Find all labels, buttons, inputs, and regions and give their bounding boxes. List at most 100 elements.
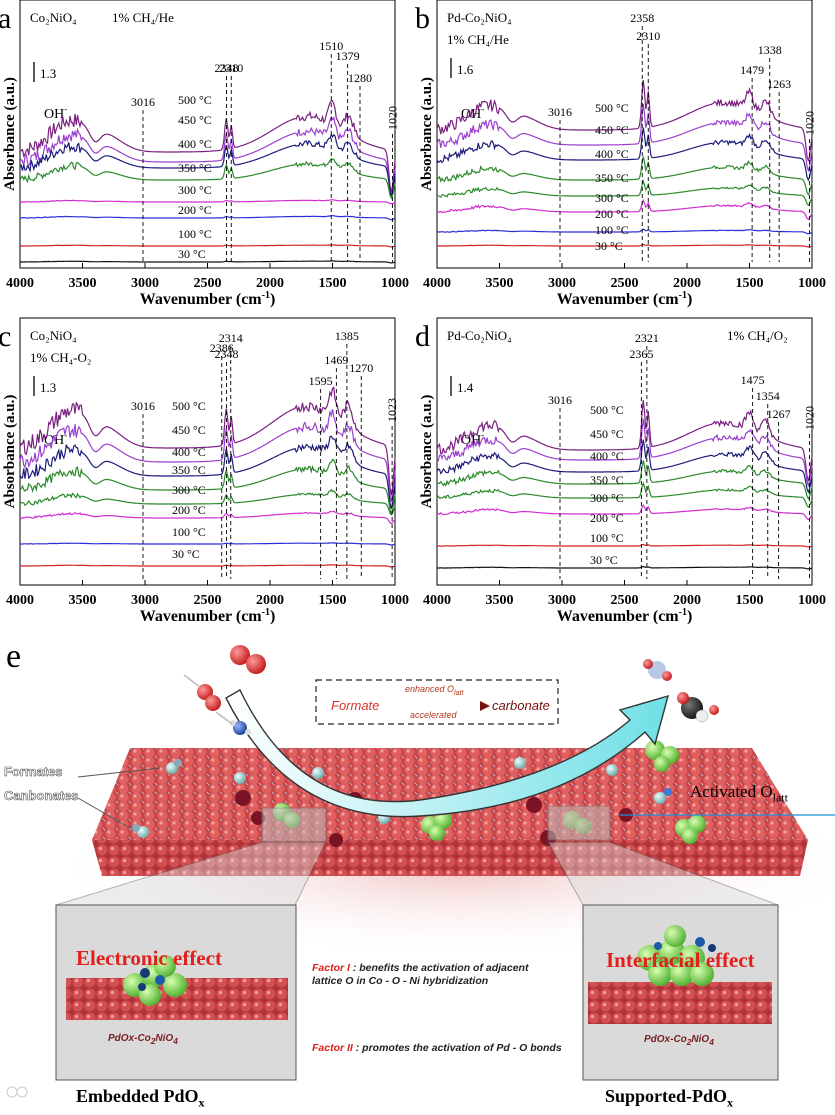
temperature-label: 100 °C [595, 223, 629, 237]
x-tick-label: 3500 [486, 593, 514, 608]
ftir-panel-a: 4000 3500 3000 2500 2000 1500 1000 Wavenumber (… [0, 0, 409, 308]
temperature-label: 200 °C [178, 203, 212, 217]
scheme-illustration [6, 645, 835, 1098]
reaction-arrow [225, 689, 670, 818]
x-axis-label: Wavenumber (cm-1) [557, 607, 693, 625]
spectrum-line [436, 418, 813, 488]
peak-label: 1267 [767, 407, 791, 421]
x-tick-label: 3000 [131, 276, 159, 291]
spectrum-line [436, 481, 813, 509]
carbonates-label: Canbonates [4, 788, 79, 804]
spectrum-line [19, 488, 396, 516]
peak-label: 2321 [635, 331, 659, 345]
scale-bar-label: 1.3 [40, 66, 56, 81]
temperature-label: 30 °C [595, 239, 623, 253]
peak-label: 1595 [309, 374, 333, 388]
temperature-label: 300 °C [178, 183, 212, 197]
spectrum-line [19, 260, 396, 264]
factor-2-text: Factor II : promotes the activation of P… [312, 1042, 562, 1054]
left-highlight-square [261, 807, 327, 843]
spectrum-line [436, 439, 813, 494]
x-tick-label: 2500 [611, 276, 639, 291]
spectrum-line [19, 157, 396, 200]
embedded-pd-cluster [123, 955, 187, 1006]
ftir-figure: 4000 3500 3000 2500 2000 1500 1000 Wavenumber (… [0, 0, 826, 625]
peak-label: 2365 [629, 347, 653, 361]
temperature-label: 100 °C [178, 227, 212, 241]
x-tick-label: 1500 [736, 593, 764, 608]
spectrum-line [436, 400, 813, 482]
temperature-label: 350 °C [172, 463, 206, 477]
temperature-label: 500 °C [178, 93, 212, 107]
x-tick-label: 2500 [194, 276, 222, 291]
sample-label: Pd-Co₂NiO₄ [447, 328, 512, 343]
peak-label: 1020 [386, 106, 400, 130]
panel-letter: d [415, 320, 430, 353]
x-axis-label: Wavenumber (cm-1) [140, 290, 276, 308]
x-tick-label: 1000 [381, 593, 409, 608]
temperature-label: 450 °C [590, 427, 624, 441]
peak-label: 1385 [335, 329, 359, 343]
scale-bar-label: 1.3 [40, 380, 56, 395]
peak-label: 1469 [324, 353, 348, 367]
temperature-label: 30 °C [178, 247, 206, 261]
carbonates-callout-line [77, 797, 131, 829]
temperature-label: 200 °C [590, 511, 624, 525]
peak-label: 3016 [548, 393, 572, 407]
x-tick-label: 4000 [6, 276, 34, 291]
temperature-label: 500 °C [590, 403, 624, 417]
spectrum-line [19, 115, 396, 197]
peak-label: 3016 [131, 95, 155, 109]
atmosphere-label: 1% CH₄/O₂ [727, 328, 788, 343]
atmosphere-label: 1% CH₄-O₂ [30, 350, 91, 365]
o2-molecule-icon [230, 645, 266, 674]
temperature-label: 300 °C [172, 483, 206, 497]
spectrum-line [19, 435, 396, 509]
peak-label: 2386 [210, 341, 234, 355]
spectrum-line [19, 564, 396, 568]
spectrum-line [436, 460, 813, 500]
supported-pd-cluster [637, 925, 716, 986]
x-tick-label: 2500 [194, 593, 222, 608]
sample-label: Co₂NiO₄ [30, 328, 77, 343]
x-tick-label: 2000 [256, 593, 284, 608]
spectrum-line [437, 565, 813, 570]
peak-label: 1280 [348, 71, 372, 85]
spectrum-line [19, 244, 396, 248]
peak-label: 2310 [219, 61, 243, 75]
ftir-panel-c: 4000 3500 3000 2500 2000 1500 1000 Wavenumber (… [0, 317, 409, 625]
temperature-label: 450 °C [172, 423, 206, 437]
temperature-label: 350 °C [595, 171, 629, 185]
panel-letter: b [415, 2, 430, 35]
flow-top-label: enhanced Olatt [405, 684, 464, 697]
peak-label: 1510 [319, 39, 343, 53]
spectrum-line [19, 458, 396, 516]
y-axis-label: Absorbance (a.u.) [2, 395, 18, 509]
x-tick-label: 4000 [423, 276, 451, 291]
spectrum-line [19, 386, 396, 496]
scale-bar-label: 1.6 [457, 62, 474, 77]
right-box-lattice [588, 982, 772, 1024]
spectrum-line [436, 228, 813, 235]
ftir-panel-b: 4000 3500 3000 2500 2000 1500 1000 Wavenumber (… [415, 0, 826, 308]
activated-olatt-label: Activated Olatt [690, 782, 788, 805]
x-axis-label: Wavenumber (cm-1) [140, 607, 276, 625]
temperature-label: 200 °C [595, 207, 629, 221]
temperature-label: 450 °C [595, 123, 629, 137]
temperature-label: 350 °C [590, 473, 624, 487]
x-axis-label: Wavenumber (cm-1) [557, 290, 693, 308]
embedded-pdox-label: Embedded PdOx [76, 1086, 205, 1110]
ch4-molecule-icon [183, 674, 251, 735]
temperature-label: 100 °C [172, 525, 206, 539]
temperature-label: 30 °C [590, 553, 618, 567]
temperature-label: 450 °C [178, 113, 212, 127]
x-tick-label: 1000 [798, 593, 826, 608]
spectrum-line [436, 127, 813, 182]
temperature-label: 400 °C [595, 147, 629, 161]
panel-letter: c [0, 320, 11, 353]
reaction-scheme: e Formates Canbonates Formate carbonate … [0, 640, 835, 1115]
spectrum-line [437, 179, 813, 207]
lattice-slab-front [92, 840, 808, 876]
spectrum-line [436, 198, 813, 221]
x-tick-label: 1500 [736, 276, 764, 291]
